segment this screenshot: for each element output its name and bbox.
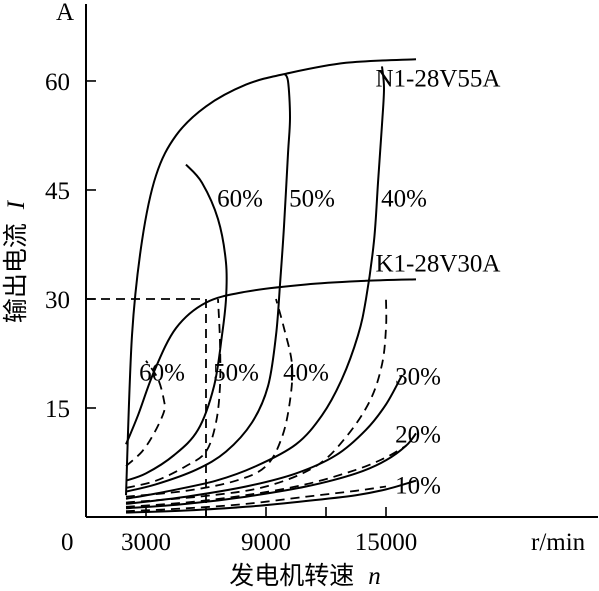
series-50pct-solid bbox=[125, 73, 292, 493]
x-tick-label: 3000 bbox=[121, 529, 171, 556]
annotation-40pct: 40% bbox=[381, 185, 427, 212]
y-axis-title: 输出电流 I bbox=[1, 199, 30, 323]
x-unit-label: r/min bbox=[531, 529, 586, 556]
reference-line-group bbox=[86, 298, 207, 517]
y-axis-title-text: 输出电流 bbox=[1, 223, 30, 323]
x-tick-label: 15000 bbox=[355, 529, 418, 556]
annotation-n1-28v55a: N1-28V55A bbox=[376, 65, 501, 92]
y-tick-label: 60 bbox=[45, 69, 70, 96]
series-30pct-solid bbox=[125, 374, 403, 505]
series-20pct-solid bbox=[125, 432, 417, 510]
series-n1-28v55a-solid bbox=[125, 58, 417, 496]
series-40pct-solid bbox=[125, 66, 386, 500]
annotation-40pct: 40% bbox=[283, 360, 329, 387]
annotation-30pct: 30% bbox=[395, 363, 441, 390]
annotation-50pct: 50% bbox=[289, 185, 335, 212]
annotations: N1-28V55A 60% 50% 40% K1-28V30A 60% 50% 40% 30% 2… bbox=[139, 65, 500, 499]
annotation-k1-28v30a: K1-28V30A bbox=[376, 251, 501, 278]
tick-labels: 15 30 45 60 3000 9000 15000 bbox=[45, 69, 417, 556]
y-tick-label: 15 bbox=[45, 396, 70, 423]
y-axis-title-symbol: I bbox=[3, 199, 30, 210]
origin-label: 0 bbox=[61, 529, 74, 556]
series-50pct-dashed bbox=[125, 298, 222, 489]
reference-line bbox=[86, 298, 207, 517]
series-60pct-dashed bbox=[125, 360, 166, 467]
annotation-60pct: 60% bbox=[217, 185, 263, 212]
series-k1-28v30a-solid bbox=[125, 278, 417, 445]
axes bbox=[85, 4, 598, 518]
annotation-10pct: 10% bbox=[395, 472, 441, 499]
x-axis-title-symbol: n bbox=[368, 563, 381, 590]
series-30pct-dashed bbox=[125, 298, 388, 504]
y-tick-label: 30 bbox=[45, 287, 70, 314]
series-20pct-dashed bbox=[125, 445, 407, 508]
x-axis-title-text: 发电机转速 bbox=[229, 561, 354, 590]
x-axis-title: 发电机转速 n bbox=[229, 561, 380, 590]
y-unit-label: A bbox=[56, 0, 74, 26]
series-10pct-solid bbox=[125, 479, 417, 514]
series-10pct-dashed bbox=[125, 485, 387, 513]
annotation-20pct: 20% bbox=[395, 421, 441, 448]
series-40pct-dashed bbox=[125, 298, 294, 498]
annotation-50pct: 50% bbox=[213, 360, 259, 387]
series-60pct-solid bbox=[125, 163, 228, 482]
y-tick-label: 45 bbox=[45, 178, 70, 205]
annotation-60pct: 60% bbox=[139, 360, 185, 387]
x-tick-label: 9000 bbox=[241, 529, 291, 556]
series-group bbox=[125, 58, 417, 514]
